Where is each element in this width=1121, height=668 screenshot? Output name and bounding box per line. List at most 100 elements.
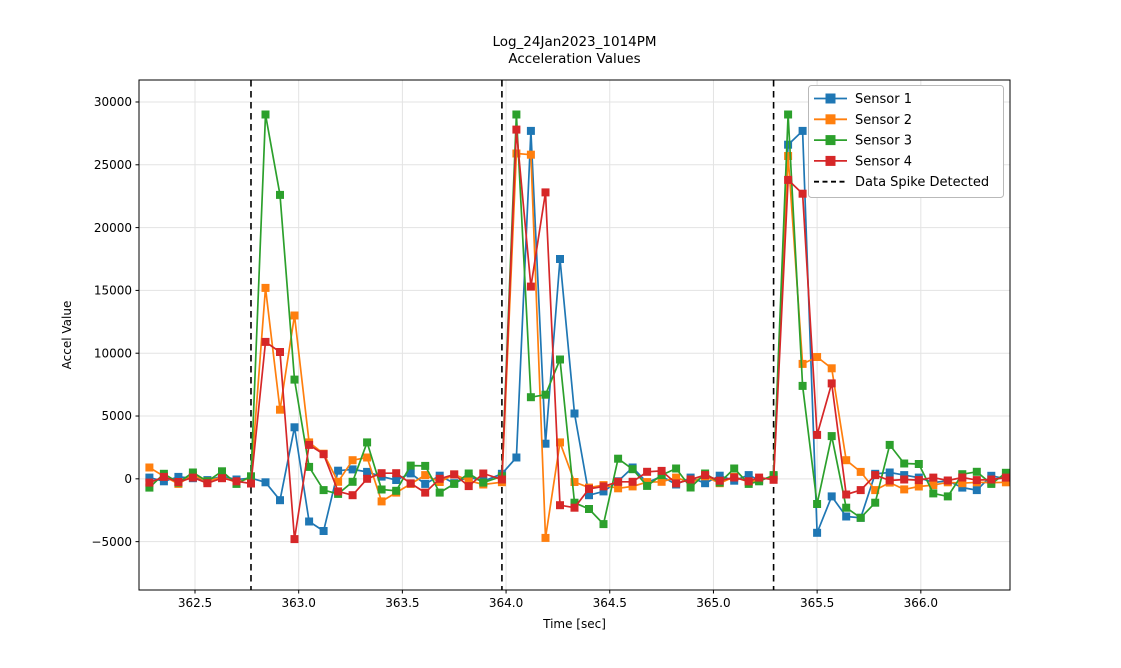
legend-swatch-marker (825, 114, 836, 125)
series-marker (929, 473, 938, 482)
series-marker (450, 479, 459, 488)
legend-item-sensor-1: Sensor 1 (814, 92, 912, 107)
legend-label: Sensor 3 (855, 134, 912, 149)
series-marker (232, 477, 241, 486)
legend-item-sensor-2: Sensor 2 (814, 113, 912, 128)
legend-label: Data Spike Detected (855, 175, 989, 190)
series-marker (643, 467, 652, 476)
x-axis-label: Time [sec] (542, 617, 606, 631)
series-marker (497, 475, 506, 484)
x-tick-label: 363.0 (282, 596, 316, 610)
x-tick-label: 364.0 (489, 596, 523, 610)
series-marker (363, 474, 372, 483)
series-marker (730, 464, 739, 473)
series-marker (290, 535, 299, 544)
series-marker (392, 476, 401, 484)
series-marker (377, 497, 386, 506)
series-marker (305, 517, 314, 526)
series-marker (929, 489, 938, 498)
y-tick-label: 0 (124, 472, 132, 486)
legend-box (808, 85, 1004, 198)
series-marker (541, 188, 550, 197)
series-marker (871, 498, 880, 507)
series-marker (628, 465, 637, 474)
legend-item-spike: Data Spike Detected (814, 175, 989, 190)
series-marker (784, 175, 793, 184)
series-marker (813, 528, 822, 537)
series-marker (686, 475, 695, 484)
series-marker (570, 478, 579, 486)
x-tick-label: 366.0 (904, 596, 938, 610)
series-marker (334, 487, 343, 496)
series-marker (174, 478, 183, 486)
series-marker (479, 478, 488, 487)
series-marker (261, 337, 270, 346)
y-tick-label: 25000 (94, 158, 132, 172)
y-axis-label: Accel Value (60, 301, 74, 370)
x-tick-label: 365.5 (800, 596, 834, 610)
series-marker (406, 479, 415, 488)
series-marker (900, 459, 909, 468)
x-tick-label: 365.0 (696, 596, 730, 610)
series-marker (406, 461, 415, 470)
series-marker (464, 469, 473, 478)
series-marker (701, 471, 710, 480)
series-marker (188, 473, 197, 482)
series-marker (856, 467, 865, 476)
series-marker (541, 439, 550, 448)
chart-subtitle: Acceleration Values (508, 51, 640, 67)
series-marker (798, 189, 807, 198)
series-marker (657, 477, 666, 486)
y-tick-label: −5000 (91, 535, 132, 549)
series-marker (842, 456, 851, 465)
series-marker (570, 409, 579, 418)
series-marker (972, 467, 981, 476)
series-marker (570, 503, 579, 512)
series-marker (972, 476, 981, 485)
series-marker (363, 453, 372, 462)
legend-swatch-marker (825, 155, 836, 166)
series-marker (526, 282, 535, 291)
series-marker (827, 379, 836, 388)
series-marker (421, 479, 430, 488)
series-marker (261, 478, 270, 487)
series-marker (827, 492, 836, 501)
series-marker (363, 438, 372, 447)
series-marker (541, 390, 550, 399)
series-marker (784, 110, 793, 119)
series-marker (556, 355, 564, 364)
series-marker (319, 450, 328, 459)
legend-swatch-marker (825, 93, 836, 104)
chart-title: Log_24Jan2023_1014PM (492, 34, 656, 50)
series-group (145, 110, 1010, 544)
series-marker (556, 501, 564, 510)
series-marker (348, 477, 357, 486)
series-marker (585, 484, 593, 493)
series-marker (643, 481, 652, 490)
series-marker (392, 486, 401, 495)
x-tick-label: 363.5 (385, 596, 419, 610)
series-marker (628, 477, 637, 486)
series-marker (900, 485, 909, 494)
series-marker (614, 484, 623, 493)
series-marker (203, 479, 212, 488)
series-marker (599, 520, 608, 529)
series-marker (276, 405, 284, 414)
series-marker (900, 475, 909, 484)
series-sensor-3 (145, 110, 1010, 529)
series-marker (556, 255, 564, 263)
legend-label: Sensor 2 (855, 113, 912, 128)
series-marker (1001, 473, 1010, 482)
legend-label: Sensor 1 (855, 92, 912, 107)
legend: Sensor 1 Sensor 2 Sensor 3 Sensor 4 Data Spi… (808, 85, 1004, 198)
series-marker (599, 482, 608, 491)
series-marker (813, 500, 822, 508)
series-marker (218, 474, 226, 483)
series-marker (798, 381, 807, 390)
series-marker (813, 430, 822, 439)
series-marker (784, 140, 793, 149)
plot-area-border (138, 79, 1011, 591)
series-marker (377, 469, 386, 478)
series-marker (827, 364, 836, 373)
